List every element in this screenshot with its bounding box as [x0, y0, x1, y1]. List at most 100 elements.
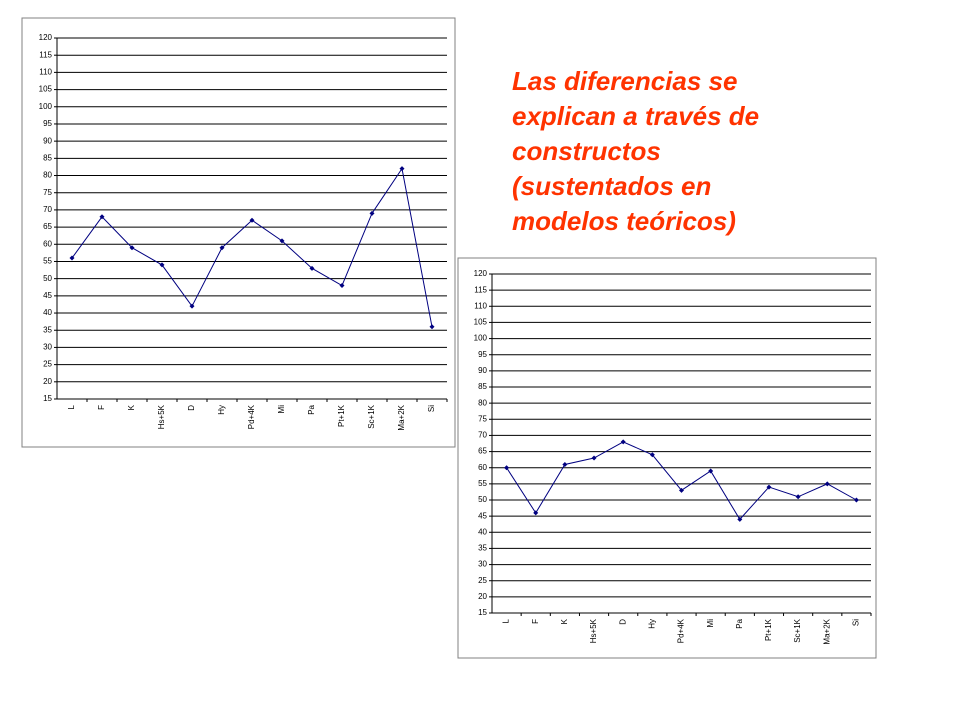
note-line: constructos [512, 136, 661, 166]
x-tick-label: Pt+1K [337, 404, 346, 427]
y-tick-label: 70 [478, 431, 487, 440]
point [679, 487, 684, 493]
x-tick-label: K [127, 404, 136, 410]
y-tick-label: 40 [478, 527, 487, 536]
point [737, 516, 743, 522]
x-tick-label: Sc+1K [793, 618, 802, 642]
x-tick-label: L [502, 618, 511, 623]
y-tick-label: 95 [478, 350, 487, 359]
y-tick-label: 80 [43, 171, 52, 180]
x-tick-label: Si [852, 619, 861, 626]
point [562, 461, 568, 467]
point [279, 238, 285, 244]
x-tick-label: Pa [307, 404, 316, 414]
y-tick-label: 85 [478, 382, 487, 391]
y-tick-label: 60 [478, 463, 487, 472]
y-tick-label: 20 [478, 592, 487, 601]
point [99, 214, 105, 220]
point [69, 255, 75, 261]
y-tick-label: 120 [474, 269, 488, 278]
x-tick-label: K [560, 618, 569, 624]
x-tick-label: D [618, 619, 627, 625]
point [708, 468, 714, 474]
y-tick-label: 115 [39, 50, 52, 59]
point [399, 166, 405, 172]
x-tick-label: Hy [217, 405, 226, 415]
note-line: modelos teóricos) [512, 206, 736, 236]
y-tick-label: 30 [478, 560, 487, 569]
y-tick-label: 115 [474, 285, 487, 294]
x-tick-label: F [531, 619, 540, 624]
x-tick-label: Ma+2K [397, 404, 406, 430]
note: Las diferencias se explican a través de … [512, 64, 759, 239]
y-tick-label: 105 [39, 85, 53, 94]
point [649, 452, 655, 458]
point [339, 283, 345, 289]
point [369, 210, 375, 216]
point [189, 303, 195, 309]
note-line: explican a través de [512, 101, 760, 131]
x-tick-label: Mi [277, 405, 286, 414]
y-tick-label: 120 [39, 33, 53, 42]
y-tick-label: 55 [43, 257, 52, 266]
y-tick-label: 35 [478, 544, 487, 553]
y-tick-label: 55 [478, 479, 487, 488]
y-tick-label: 90 [478, 366, 487, 375]
y-tick-label: 45 [478, 511, 487, 520]
y-tick-label: 95 [43, 119, 52, 128]
point [795, 494, 801, 500]
y-tick-label: 65 [43, 222, 52, 231]
y-tick-label: 25 [43, 360, 52, 369]
point [249, 217, 255, 223]
point [219, 245, 225, 251]
note-line: (sustentados en [512, 171, 712, 201]
point [591, 455, 597, 461]
x-tick-label: F [97, 405, 106, 410]
point [309, 265, 315, 271]
y-tick-label: 105 [474, 318, 488, 327]
y-tick-label: 75 [43, 188, 52, 197]
point [159, 262, 165, 268]
y-tick-label: 90 [43, 136, 52, 145]
x-tick-label: D [187, 405, 196, 411]
y-tick-label: 20 [43, 377, 52, 386]
chart-frame [457, 257, 877, 659]
x-tick-label: Hy [647, 619, 656, 629]
y-tick-label: 65 [478, 447, 487, 456]
point [429, 324, 435, 330]
y-tick-label: 70 [43, 205, 52, 214]
x-tick-label: Mi [706, 619, 715, 628]
y-tick-label: 15 [478, 608, 487, 617]
point [129, 245, 135, 251]
x-tick-label: Sc+1K [367, 404, 376, 428]
y-tick-label: 50 [478, 495, 487, 504]
y-tick-label: 100 [39, 102, 53, 111]
x-tick-label: Pd+4K [247, 404, 256, 429]
y-tick-label: 40 [43, 308, 52, 317]
point [533, 510, 539, 516]
point [824, 481, 830, 487]
x-tick-label: Hs+5K [589, 618, 598, 643]
x-tick-label: L [67, 404, 76, 409]
point [766, 484, 772, 490]
x-tick-label: Pa [735, 618, 744, 628]
y-tick-label: 30 [43, 343, 52, 352]
x-tick-label: Ma+2K [822, 618, 831, 644]
point [853, 497, 859, 503]
point [620, 439, 626, 445]
x-tick-label: Pd+4K [677, 618, 686, 643]
point [504, 465, 510, 471]
y-tick-label: 110 [474, 301, 487, 310]
y-tick-label: 80 [478, 398, 487, 407]
y-tick-label: 60 [43, 239, 52, 248]
x-tick-label: Pt+1K [764, 618, 773, 641]
y-tick-label: 50 [43, 274, 52, 283]
y-tick-label: 15 [43, 394, 52, 403]
y-tick-label: 75 [478, 414, 487, 423]
y-tick-label: 110 [39, 67, 52, 76]
y-tick-label: 25 [478, 576, 487, 585]
x-tick-label: Si [427, 405, 436, 412]
note-line: Las diferencias se [512, 66, 738, 96]
